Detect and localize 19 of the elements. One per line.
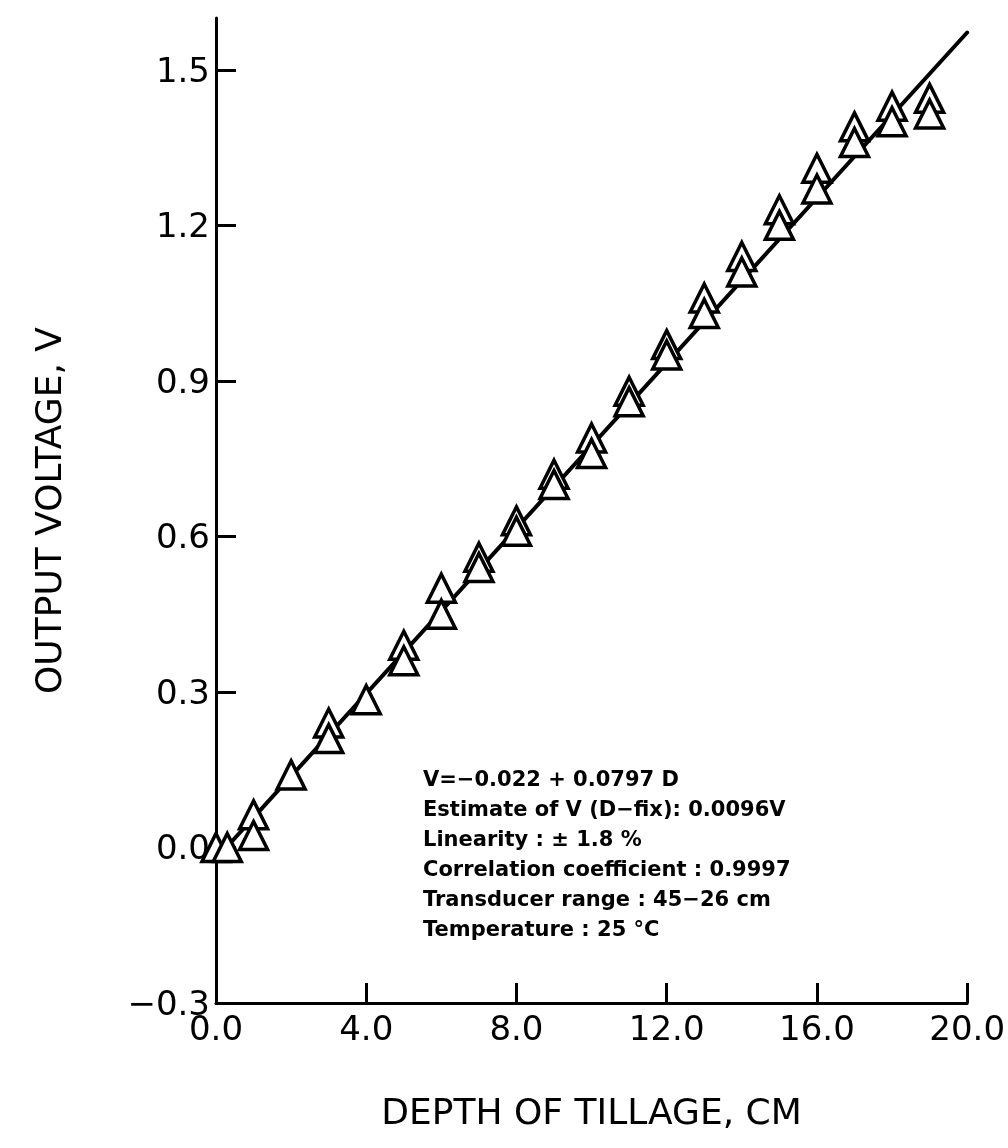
- y-axis-title: OUTPUT VOLTAGE, V: [27, 326, 69, 694]
- y-tick-label: 1.2: [155, 205, 210, 246]
- y-tick-label: 0.3: [155, 671, 210, 712]
- x-tick-label: 16.0: [779, 1008, 855, 1048]
- annotation: Temperature : 25 °C: [423, 916, 660, 941]
- y-tick-label: 0.0: [155, 827, 210, 868]
- x-tick-label: 20.0: [929, 1008, 1005, 1048]
- x-tick-label: 4.0: [339, 1008, 394, 1048]
- y-tick-label: 0.9: [155, 360, 210, 401]
- annotation: Correlation coefficient : 0.9997: [423, 856, 791, 881]
- x-tick-label: 8.0: [489, 1008, 544, 1048]
- annotation: Transducer range : 45−26 cm: [423, 886, 771, 911]
- x-axis-title: DEPTH OF TILLAGE, CM: [381, 1090, 802, 1132]
- y-tick-label: 0.6: [155, 516, 210, 557]
- y-tick-label: 1.5: [155, 49, 210, 90]
- annotation: Linearity : ± 1.8 %: [423, 826, 642, 851]
- annotation: Estimate of V (D−fix): 0.0096V: [423, 796, 787, 821]
- annotation: V=−0.022 + 0.0797 D: [423, 766, 679, 791]
- x-tick-label: 12.0: [628, 1008, 705, 1048]
